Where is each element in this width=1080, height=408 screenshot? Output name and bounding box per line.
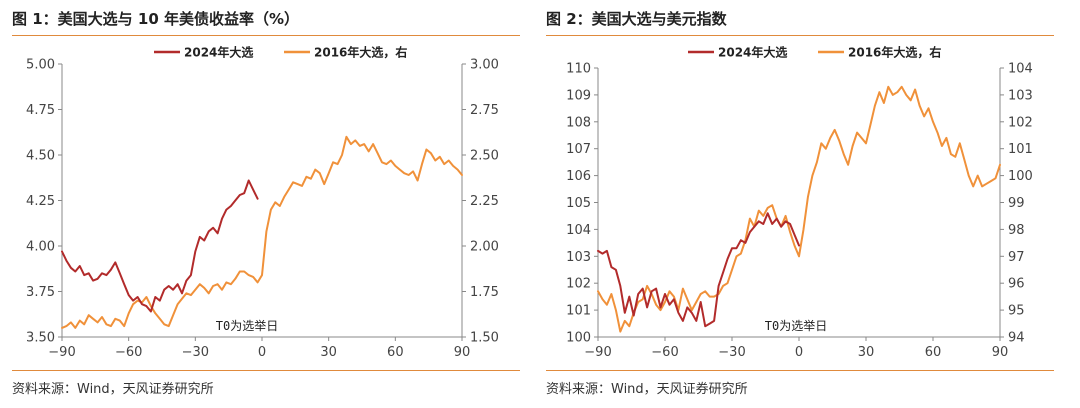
y-tick-label-left-105: 105 — [566, 196, 591, 211]
title-divider — [12, 35, 520, 36]
legend-label-2024: 2024年大选 — [184, 45, 253, 60]
x-tick-label-60: 60 — [387, 345, 404, 360]
y-tick-label-left-110: 110 — [566, 62, 591, 77]
y-tick-label-left-101: 101 — [566, 304, 591, 319]
y-tick-label-right-101: 101 — [1008, 142, 1033, 157]
y-tick-label-right-104: 104 — [1008, 62, 1033, 77]
source-note: 资料来源：Wind，天风证券研究所 — [12, 382, 214, 397]
y-tick-label-left-107: 107 — [566, 142, 591, 157]
x-tick-label-30: 30 — [858, 345, 875, 360]
y-tick-label-left-103: 103 — [566, 250, 591, 265]
y-tick-label-right-2-50: 2.50 — [470, 149, 499, 164]
x-tick-label-90: 90 — [454, 345, 471, 360]
chart-title: 图 2：美国大选与美元指数 — [546, 10, 727, 28]
y-tick-label-right-103: 103 — [1008, 88, 1033, 103]
x-tick-label-90: 90 — [992, 345, 1009, 360]
legend-label-2024: 2024年大选 — [718, 45, 787, 60]
y-tick-label-left-3-50: 3.50 — [26, 331, 55, 346]
y-tick-label-right-94: 94 — [1008, 331, 1025, 346]
y-tick-label-left-4-75: 4.75 — [26, 103, 55, 118]
series-line-2016 — [597, 85, 1001, 333]
y-tick-label-right-96: 96 — [1008, 277, 1025, 292]
y-tick-label-left-106: 106 — [566, 169, 591, 184]
y-tick-label-left-4-00: 4.00 — [26, 240, 55, 255]
series-line-2024 — [61, 179, 259, 313]
series-line-2024 — [597, 212, 800, 328]
y-tick-label-left-4-25: 4.25 — [26, 194, 55, 209]
x-tick-label-60: −60 — [115, 345, 142, 360]
y-tick-label-right-100: 100 — [1008, 169, 1033, 184]
chart-title: 图 1：美国大选与 10 年美债收益率（%） — [12, 10, 300, 28]
legend-label-2016: 2016年大选，右 — [848, 45, 941, 60]
y-tick-label-right-1-75: 1.75 — [470, 285, 499, 300]
y-tick-label-right-2-75: 2.75 — [470, 103, 499, 118]
x-tick-label-0: 0 — [795, 345, 803, 360]
y-tick-label-right-99: 99 — [1008, 196, 1025, 211]
legend-label-2016: 2016年大选，右 — [314, 45, 407, 60]
dollar-index-chart: 110 109 108 107 106 105 104 103 102 101 100 104 103 1… — [566, 45, 1033, 361]
x-tick-label-60: −60 — [651, 345, 678, 360]
x-tick-label-30: 30 — [320, 345, 337, 360]
y-tick-label-right-1-50: 1.50 — [470, 331, 499, 346]
source-note: 资料来源：Wind，天风证券研究所 — [546, 382, 748, 397]
y-tick-label-left-109: 109 — [566, 88, 591, 103]
series-line-2016 — [61, 135, 463, 329]
y-tick-label-right-95: 95 — [1008, 304, 1025, 319]
x-tick-label-90: −90 — [48, 345, 75, 360]
y-tick-label-left-4-50: 4.50 — [26, 149, 55, 164]
chart-panel-yield: 图 1：美国大选与 10 年美债收益率（%） 5.00 4.75 4.50 4.25 4… — [12, 0, 534, 408]
y-tick-label-right-2-00: 2.00 — [470, 240, 499, 255]
y-tick-label-left-104: 104 — [566, 223, 591, 238]
election-day-annotation: T0为选举日 — [216, 319, 278, 333]
x-tick-label-30: −30 — [182, 345, 209, 360]
y-tick-label-right-2-25: 2.25 — [470, 194, 499, 209]
x-tick-label-90: −90 — [584, 345, 611, 360]
yield-chart: 5.00 4.75 4.50 4.25 4.00 3.75 3.50 3.00 2.75 2.50… — [26, 45, 499, 361]
source-divider — [12, 370, 520, 371]
y-tick-label-left-3-75: 3.75 — [26, 285, 55, 300]
y-tick-label-left-102: 102 — [566, 277, 591, 292]
x-tick-label-0: 0 — [258, 345, 266, 360]
y-tick-label-right-97: 97 — [1008, 250, 1025, 265]
x-tick-label-60: 60 — [925, 345, 942, 360]
y-tick-label-left-5-00: 5.00 — [26, 58, 55, 73]
y-tick-label-right-3-00: 3.00 — [470, 58, 499, 73]
election-day-annotation: T0为选举日 — [765, 319, 827, 333]
chart-panel-dollar-index: 图 2：美国大选与美元指数 110 109 108 107 106 105 104 103 10… — [546, 0, 1068, 408]
x-tick-label-30: −30 — [718, 345, 745, 360]
y-tick-label-left-108: 108 — [566, 115, 591, 130]
y-tick-label-left-100: 100 — [566, 331, 591, 346]
source-divider — [546, 370, 1054, 371]
y-tick-label-right-102: 102 — [1008, 115, 1033, 130]
title-divider — [546, 35, 1054, 36]
y-tick-label-right-98: 98 — [1008, 223, 1025, 238]
